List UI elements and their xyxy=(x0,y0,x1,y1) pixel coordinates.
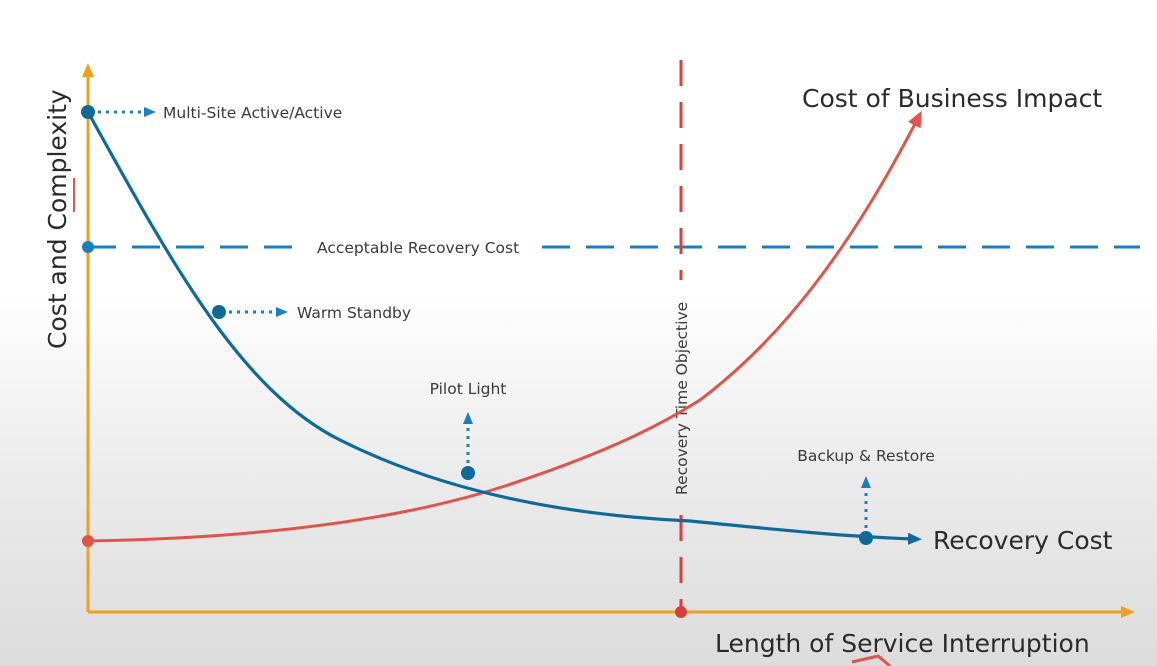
multi-site-point xyxy=(81,105,95,119)
business-impact-label: Cost of Business Impact xyxy=(802,84,1102,113)
x-axis-label: Length of Service Interruption xyxy=(715,629,1090,658)
rto-label: Recovery Time Objective xyxy=(673,302,691,495)
recovery-cost-curve xyxy=(86,111,922,545)
multi-site-label: Multi-Site Active/Active xyxy=(163,104,342,122)
pilot-light-label: Pilot Light xyxy=(430,380,507,398)
x-axis-red-mark xyxy=(851,654,891,666)
warm-standby-label: Warm Standby xyxy=(297,304,411,322)
pilot-light-point xyxy=(461,466,475,480)
business-impact-curve xyxy=(87,110,922,543)
acceptable-cost-point xyxy=(82,241,94,253)
recovery-cost-label: Recovery Cost xyxy=(933,526,1113,555)
backup-restore-label: Backup & Restore xyxy=(797,447,935,465)
acceptable-cost-label: Acceptable Recovery Cost xyxy=(317,239,519,257)
rto-point xyxy=(675,606,687,618)
y-axis-label: Cost and Complexity xyxy=(43,89,72,349)
business-impact-start-point xyxy=(82,535,94,547)
warm-standby-point xyxy=(212,305,226,319)
backup-restore-point xyxy=(859,531,873,545)
